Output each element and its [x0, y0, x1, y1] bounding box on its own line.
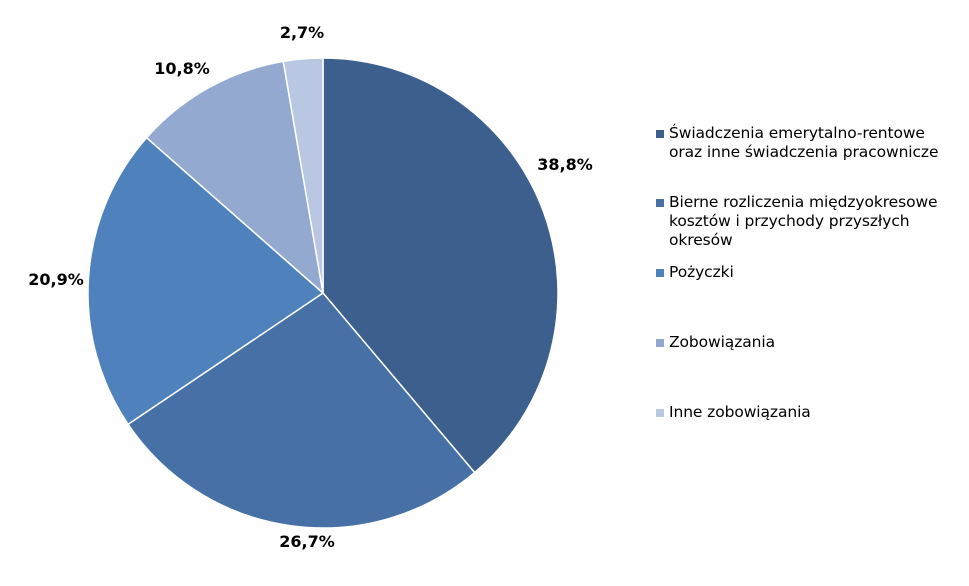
data-label-4: 10,8% — [154, 59, 210, 78]
legend-label-3: Pożyczki — [669, 263, 734, 281]
pie-slice-3 — [87, 136, 324, 426]
legend-swatch-5 — [656, 409, 664, 417]
legend-label-1: Świadczenia emerytalno-rentowe oraz inne … — [669, 124, 939, 161]
legend-item-1: Świadczenia emerytalno-rentowe oraz inne … — [656, 124, 961, 162]
pie-slice-1 — [322, 57, 559, 474]
data-label-2: 26,7% — [279, 532, 335, 551]
legend-swatch-3 — [656, 269, 664, 277]
legend-label-5: Inne zobowiązania — [669, 403, 811, 421]
data-label-1: 38,8% — [537, 155, 593, 174]
legend-swatch-4 — [656, 339, 664, 347]
pie-slices — [87, 57, 559, 529]
data-label-5: 2,7% — [280, 23, 324, 42]
legend-item-5: Inne zobowiązania — [656, 403, 961, 422]
legend-label-2: Bierne rozliczenia międzyokresowe kosztów… — [669, 193, 938, 249]
pie-slice-5 — [282, 57, 324, 294]
data-label-3: 20,9% — [28, 270, 84, 289]
legend-swatch-2 — [656, 199, 664, 207]
legend-item-2: Bierne rozliczenia międzyokresowe kosztów… — [656, 193, 961, 250]
pie-slice-4 — [145, 60, 324, 294]
pie-slice-2 — [127, 292, 476, 529]
legend-label-4: Zobowiązania — [669, 333, 775, 351]
legend-item-3: Pożyczki — [656, 263, 961, 282]
pie-data-labels: 38,8% 26,7% 20,9% 10,8% 2,7% — [28, 23, 593, 551]
legend-item-4: Zobowiązania — [656, 333, 961, 352]
legend-swatch-1 — [656, 130, 664, 138]
